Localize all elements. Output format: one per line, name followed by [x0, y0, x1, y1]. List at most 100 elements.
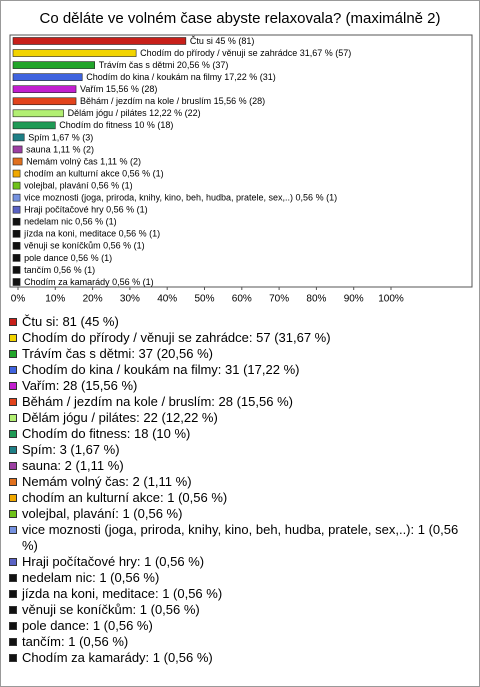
legend-entry: Vařím: 28 (15,56 %) [9, 378, 471, 394]
legend-label: Dělám jógu / pilátes: 22 (12,22 %) [22, 410, 218, 425]
bar [12, 157, 23, 166]
legend-swatch [9, 558, 17, 566]
legend-entry: nedelam nic: 1 (0,56 %) [9, 570, 471, 586]
bar-label: Chodím do kina / koukám na filmy 17,22 %… [86, 72, 276, 82]
legend-label: Chodím do kina / koukám na filmy: 31 (17… [22, 362, 300, 377]
bar [12, 109, 64, 118]
chart: Co děláte ve volném čase abyste relaxova… [9, 10, 473, 305]
legend-entry: věnuji se koníčkům: 1 (0,56 %) [9, 602, 471, 618]
bar [12, 217, 21, 226]
legend-swatch [9, 430, 17, 438]
bar-label: Čtu si 45 % (81) [190, 36, 255, 46]
bar [12, 97, 77, 106]
legend-swatch [9, 606, 17, 614]
bar-label: nedelam nic 0,56 % (1) [24, 217, 117, 227]
legend-label: jízda na koni, meditace: 1 (0,56 %) [22, 586, 223, 601]
legend-label: sauna: 2 (1,11 %) [22, 458, 124, 473]
legend-swatch [9, 574, 17, 582]
legend-label: Nemám volný čas: 2 (1,11 %) [22, 474, 192, 489]
legend-label: Hraji počítačové hry: 1 (0,56 %) [22, 554, 205, 569]
bar-label: Běhám / jezdím na kole / bruslím 15,56 %… [80, 96, 265, 106]
legend-label: Vařím: 28 (15,56 %) [22, 378, 138, 393]
legend-label: Běhám / jezdím na kole / bruslím: 28 (15… [22, 394, 293, 409]
bar-label: Dělám jógu / pilátes 12,22 % (22) [68, 108, 201, 118]
legend-entry: jízda na koni, meditace: 1 (0,56 %) [9, 586, 471, 602]
legend-entry: Běhám / jezdím na kole / bruslím: 28 (15… [9, 394, 471, 410]
bar-label: Nemám volný čas 1,11 % (2) [26, 156, 141, 166]
x-tick-label: 40% [157, 294, 177, 305]
legend-entry: Nemám volný čas: 2 (1,11 %) [9, 474, 471, 490]
legend-label: Spím: 3 (1,67 %) [22, 442, 120, 457]
legend-entry: tančím: 1 (0,56 %) [9, 634, 471, 650]
x-tick-label: 80% [306, 294, 326, 305]
x-tick-label: 90% [344, 294, 364, 305]
bar [12, 145, 23, 154]
bar [12, 266, 21, 274]
x-tick-label: 100% [378, 294, 404, 305]
bar [12, 230, 21, 238]
legend-swatch [9, 478, 17, 486]
legend-label: vice moznosti (joga, priroda, knihy, kin… [22, 522, 459, 553]
bar [12, 133, 25, 142]
bar-label: tančím 0,56 % (1) [24, 265, 95, 275]
legend-swatch [9, 398, 17, 406]
legend-swatch [9, 318, 17, 326]
legend-label: nedelam nic: 1 (0,56 %) [22, 570, 160, 585]
legend-entry: sauna: 2 (1,11 %) [9, 458, 471, 474]
bar-label: vice moznosti (joga, priroda, knihy, kin… [24, 193, 337, 203]
x-tick-label: 50% [194, 294, 214, 305]
legend-label: Čtu si: 81 (45 %) [22, 314, 119, 329]
legend-swatch [9, 382, 17, 390]
legend-label: Trávím čas s dětmi: 37 (20,56 %) [22, 346, 213, 361]
legend-entry: Hraji počítačové hry: 1 (0,56 %) [9, 554, 471, 570]
bar-label: Chodím do přírody / věnuji se zahrádce 3… [140, 48, 351, 58]
chart-title: Co děláte ve volném čase abyste relaxova… [39, 10, 440, 27]
bar-label: Chodím do fitness 10 % (18) [59, 120, 173, 130]
legend-entry: Spím: 3 (1,67 %) [9, 442, 471, 458]
x-tick-label: 70% [269, 294, 289, 305]
x-tick-label: 60% [232, 294, 252, 305]
x-tick-label: 20% [83, 294, 103, 305]
legend-entry: vice moznosti (joga, priroda, knihy, kin… [9, 522, 471, 554]
legend-swatch [9, 526, 17, 534]
legend-entry: Chodím do přírody / věnuji se zahrádce: … [9, 330, 471, 346]
bar [12, 49, 137, 57]
bar [12, 278, 21, 286]
legend-entry: Chodím do fitness: 18 (10 %) [9, 426, 471, 442]
legend-entry: chodím an kulturní akce: 1 (0,56 %) [9, 490, 471, 506]
legend-entry: Trávím čas s dětmi: 37 (20,56 %) [9, 346, 471, 362]
legend-entry: Dělám jógu / pilátes: 22 (12,22 %) [9, 410, 471, 426]
legend-label: Chodím za kamarády: 1 (0,56 %) [22, 650, 213, 665]
legend-entry: Chodím do kina / koukám na filmy: 31 (17… [9, 362, 471, 378]
bar-label: jízda na koni, meditace 0,56 % (1) [23, 229, 160, 239]
bar [12, 37, 187, 45]
legend-label: Chodím do fitness: 18 (10 %) [22, 426, 191, 441]
legend-entry: Čtu si: 81 (45 %) [9, 314, 471, 330]
legend-swatch [9, 334, 17, 342]
legend-swatch [9, 446, 17, 454]
bar-label: chodím an kulturní akce 0,56 % (1) [24, 168, 164, 178]
legend-label: chodím an kulturní akce: 1 (0,56 %) [22, 490, 228, 505]
x-tick-label: 30% [120, 294, 140, 305]
bar-label: věnuji se koníčkům 0,56 % (1) [24, 241, 145, 251]
bar-label: volejbal, plavání 0,56 % (1) [24, 180, 133, 190]
legend-label: věnuji se koníčkům: 1 (0,56 %) [22, 602, 200, 617]
legend-swatch [9, 510, 17, 518]
legend-swatch [9, 654, 17, 662]
legend-entry: pole dance: 1 (0,56 %) [9, 618, 471, 634]
bar-label: Chodím za kamarády 0,56 % (1) [24, 277, 154, 287]
bar [12, 121, 56, 130]
legend: Čtu si: 81 (45 %) Chodím do přírody / věn… [9, 314, 471, 666]
legend-entry: Chodím za kamarády: 1 (0,56 %) [9, 650, 471, 666]
bar [12, 254, 21, 262]
bar [12, 61, 95, 69]
legend-swatch [9, 350, 17, 358]
legend-swatch [9, 622, 17, 630]
bar [12, 85, 77, 93]
bar [12, 169, 21, 178]
legend-swatch [9, 590, 17, 598]
legend-label: tančím: 1 (0,56 %) [22, 634, 129, 649]
x-tick-label: 10% [45, 294, 65, 305]
bar [12, 205, 21, 214]
legend-swatch [9, 638, 17, 646]
